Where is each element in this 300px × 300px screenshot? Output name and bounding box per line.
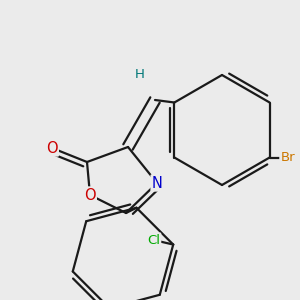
Text: O: O	[84, 188, 96, 202]
Text: H: H	[135, 68, 145, 82]
Text: Br: Br	[280, 151, 295, 164]
Text: O: O	[46, 140, 58, 155]
Text: Cl: Cl	[147, 233, 160, 247]
Text: N: N	[152, 176, 162, 190]
